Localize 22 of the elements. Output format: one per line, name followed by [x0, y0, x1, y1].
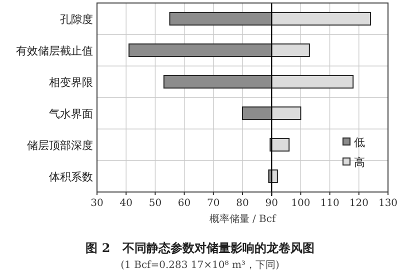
y-tick-label: 体积系数: [49, 170, 93, 184]
text: 图 2 不同静态参数对储量影响的龙卷风图: [86, 241, 314, 255]
x-tick-label: 110: [320, 198, 340, 209]
x-tick-label: 40: [120, 198, 132, 209]
y-tick-label: 孔隙度: [60, 12, 93, 26]
legend-label: 高: [354, 156, 365, 169]
y-tick-label: 相变界限: [49, 76, 93, 89]
x-tick-label: 100: [291, 198, 310, 209]
x-tick-label: 60: [178, 198, 191, 209]
x-tick-label: 80: [236, 198, 249, 209]
y-tick-label: 储层顶部深度: [27, 138, 93, 152]
x-tick-label: 120: [349, 198, 368, 209]
legend-label: 低: [354, 136, 365, 149]
x-axis-title: 概率储量 / Bcf: [209, 213, 277, 225]
y-tick-label: 有效储层截止值: [16, 44, 93, 58]
x-tick-label: 90: [265, 198, 278, 209]
text: (1 Bcf=0.283 17×10⁸ m³，下同): [120, 260, 280, 271]
y-tick-label: 气水界面: [49, 107, 93, 120]
x-tick-label: 50: [148, 198, 162, 209]
x-tick-label: 130: [378, 198, 398, 209]
x-tick-label: 70: [207, 198, 220, 209]
x-tick-label: 30: [90, 198, 104, 209]
